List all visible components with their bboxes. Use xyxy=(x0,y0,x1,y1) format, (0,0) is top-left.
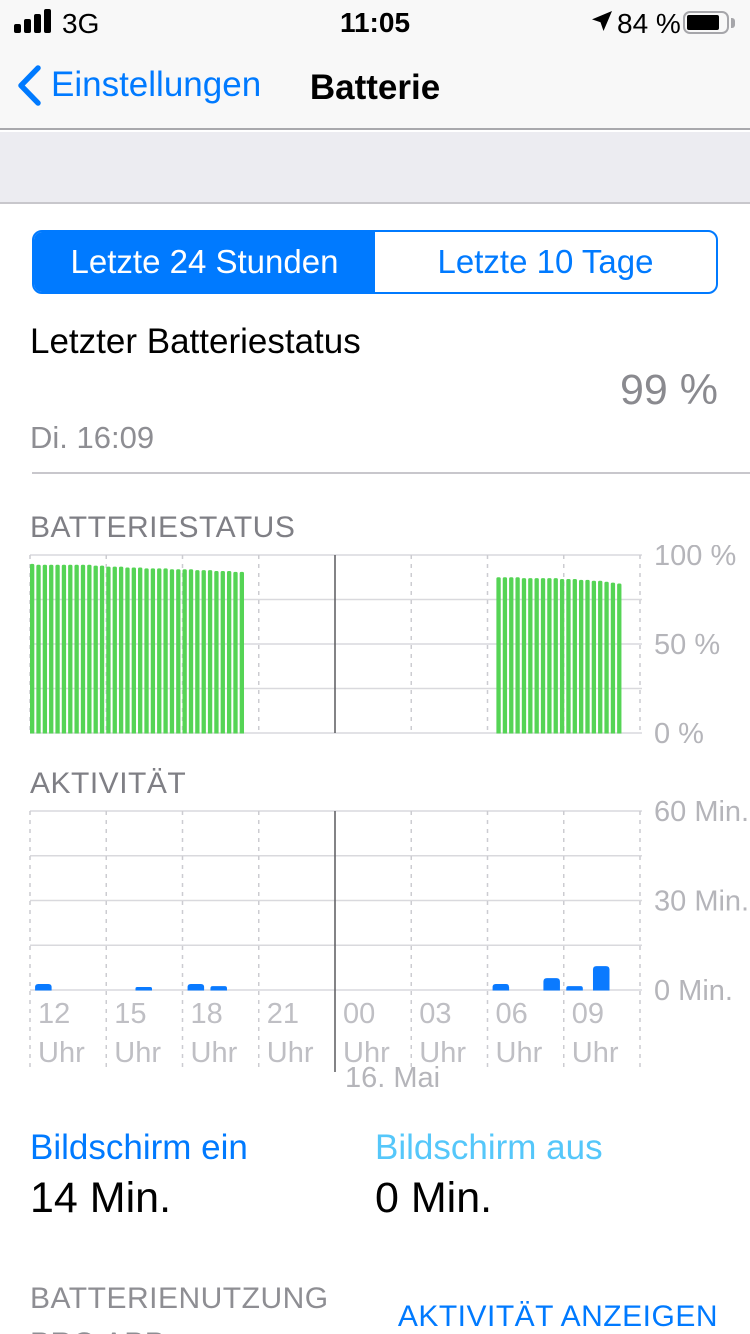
svg-text:Uhr: Uhr xyxy=(419,1037,466,1069)
svg-text:0 Min.: 0 Min. xyxy=(654,975,733,1007)
grouped-section-band xyxy=(0,132,750,204)
svg-text:50 %: 50 % xyxy=(654,629,720,661)
screen-on-value: 14 Min. xyxy=(30,1174,172,1222)
separator xyxy=(32,472,750,474)
svg-text:Uhr: Uhr xyxy=(267,1037,314,1069)
svg-text:09: 09 xyxy=(572,998,604,1030)
svg-text:Uhr: Uhr xyxy=(191,1037,238,1069)
battery-icon-fill xyxy=(687,15,719,30)
svg-text:Uhr: Uhr xyxy=(38,1037,85,1069)
segment-last-24-hours[interactable]: Letzte 24 Stunden xyxy=(34,232,375,292)
battery-percent-label: 84 % xyxy=(617,8,681,39)
svg-text:03: 03 xyxy=(419,998,451,1030)
svg-text:15: 15 xyxy=(114,998,146,1030)
activity-chart: 60 Min. 30 Min. 0 Min. 12 Uhr 15 Uhr 18 Uhr 21 Uhr… xyxy=(29,800,749,1094)
activity-chart-title: AKTIVITÄT xyxy=(30,767,187,800)
last-battery-status-label: Letzter Batteriestatus xyxy=(30,322,361,361)
svg-text:21: 21 xyxy=(267,998,299,1030)
page-title: Batterie xyxy=(309,68,441,107)
screen-off-value: 0 Min. xyxy=(375,1174,493,1222)
carrier-label: 3G xyxy=(62,8,100,39)
svg-text:Uhr: Uhr xyxy=(114,1037,161,1069)
svg-text:60 Min.: 60 Min. xyxy=(654,800,749,828)
screen-off-label: Bildschirm aus xyxy=(375,1128,603,1167)
svg-text:Uhr: Uhr xyxy=(496,1037,543,1069)
svg-text:Uhr: Uhr xyxy=(572,1037,619,1069)
status-time: 11:05 xyxy=(339,7,411,38)
segment-last-10-days[interactable]: Letzte 10 Tage xyxy=(437,243,654,280)
header: 3G 11:05 84 % Einstellungen Batterie xyxy=(0,0,750,130)
svg-text:30 Min.: 30 Min. xyxy=(654,886,749,918)
svg-text:0 %: 0 % xyxy=(654,718,704,750)
cellular-signal-icon xyxy=(14,9,58,33)
last-battery-status-value: 99 % xyxy=(619,366,718,414)
back-button-label[interactable]: Einstellungen xyxy=(51,65,262,104)
svg-text:Uhr: Uhr xyxy=(343,1037,390,1069)
screen-on-label: Bildschirm ein xyxy=(30,1128,248,1167)
battery-usage-section-title: BATTERIENUTZUNG PRO APP xyxy=(30,1282,329,1334)
svg-text:12: 12 xyxy=(38,998,70,1030)
battery-icon xyxy=(683,11,729,34)
svg-text:00: 00 xyxy=(343,998,375,1030)
svg-text:16. Mai: 16. Mai xyxy=(345,1062,440,1094)
back-button[interactable]: Einstellungen xyxy=(15,62,261,108)
battery-level-chart: 100 % 50 % 0 % xyxy=(29,545,736,750)
time-range-segmented-control: Letzte 24 Stunden Letzte 10 Tage xyxy=(32,230,718,294)
svg-text:06: 06 xyxy=(496,998,528,1030)
show-activity-button[interactable]: AKTIVITÄT ANZEIGEN xyxy=(397,1300,718,1333)
svg-text:18: 18 xyxy=(191,998,223,1030)
location-arrow-icon xyxy=(592,11,612,31)
chevron-left-icon xyxy=(18,64,41,106)
svg-text:100 %: 100 % xyxy=(654,545,736,572)
battery-icon-cap xyxy=(731,18,735,28)
battery-chart-title: BATTERIESTATUS xyxy=(30,511,296,544)
last-battery-status-time: Di. 16:09 xyxy=(30,420,155,455)
